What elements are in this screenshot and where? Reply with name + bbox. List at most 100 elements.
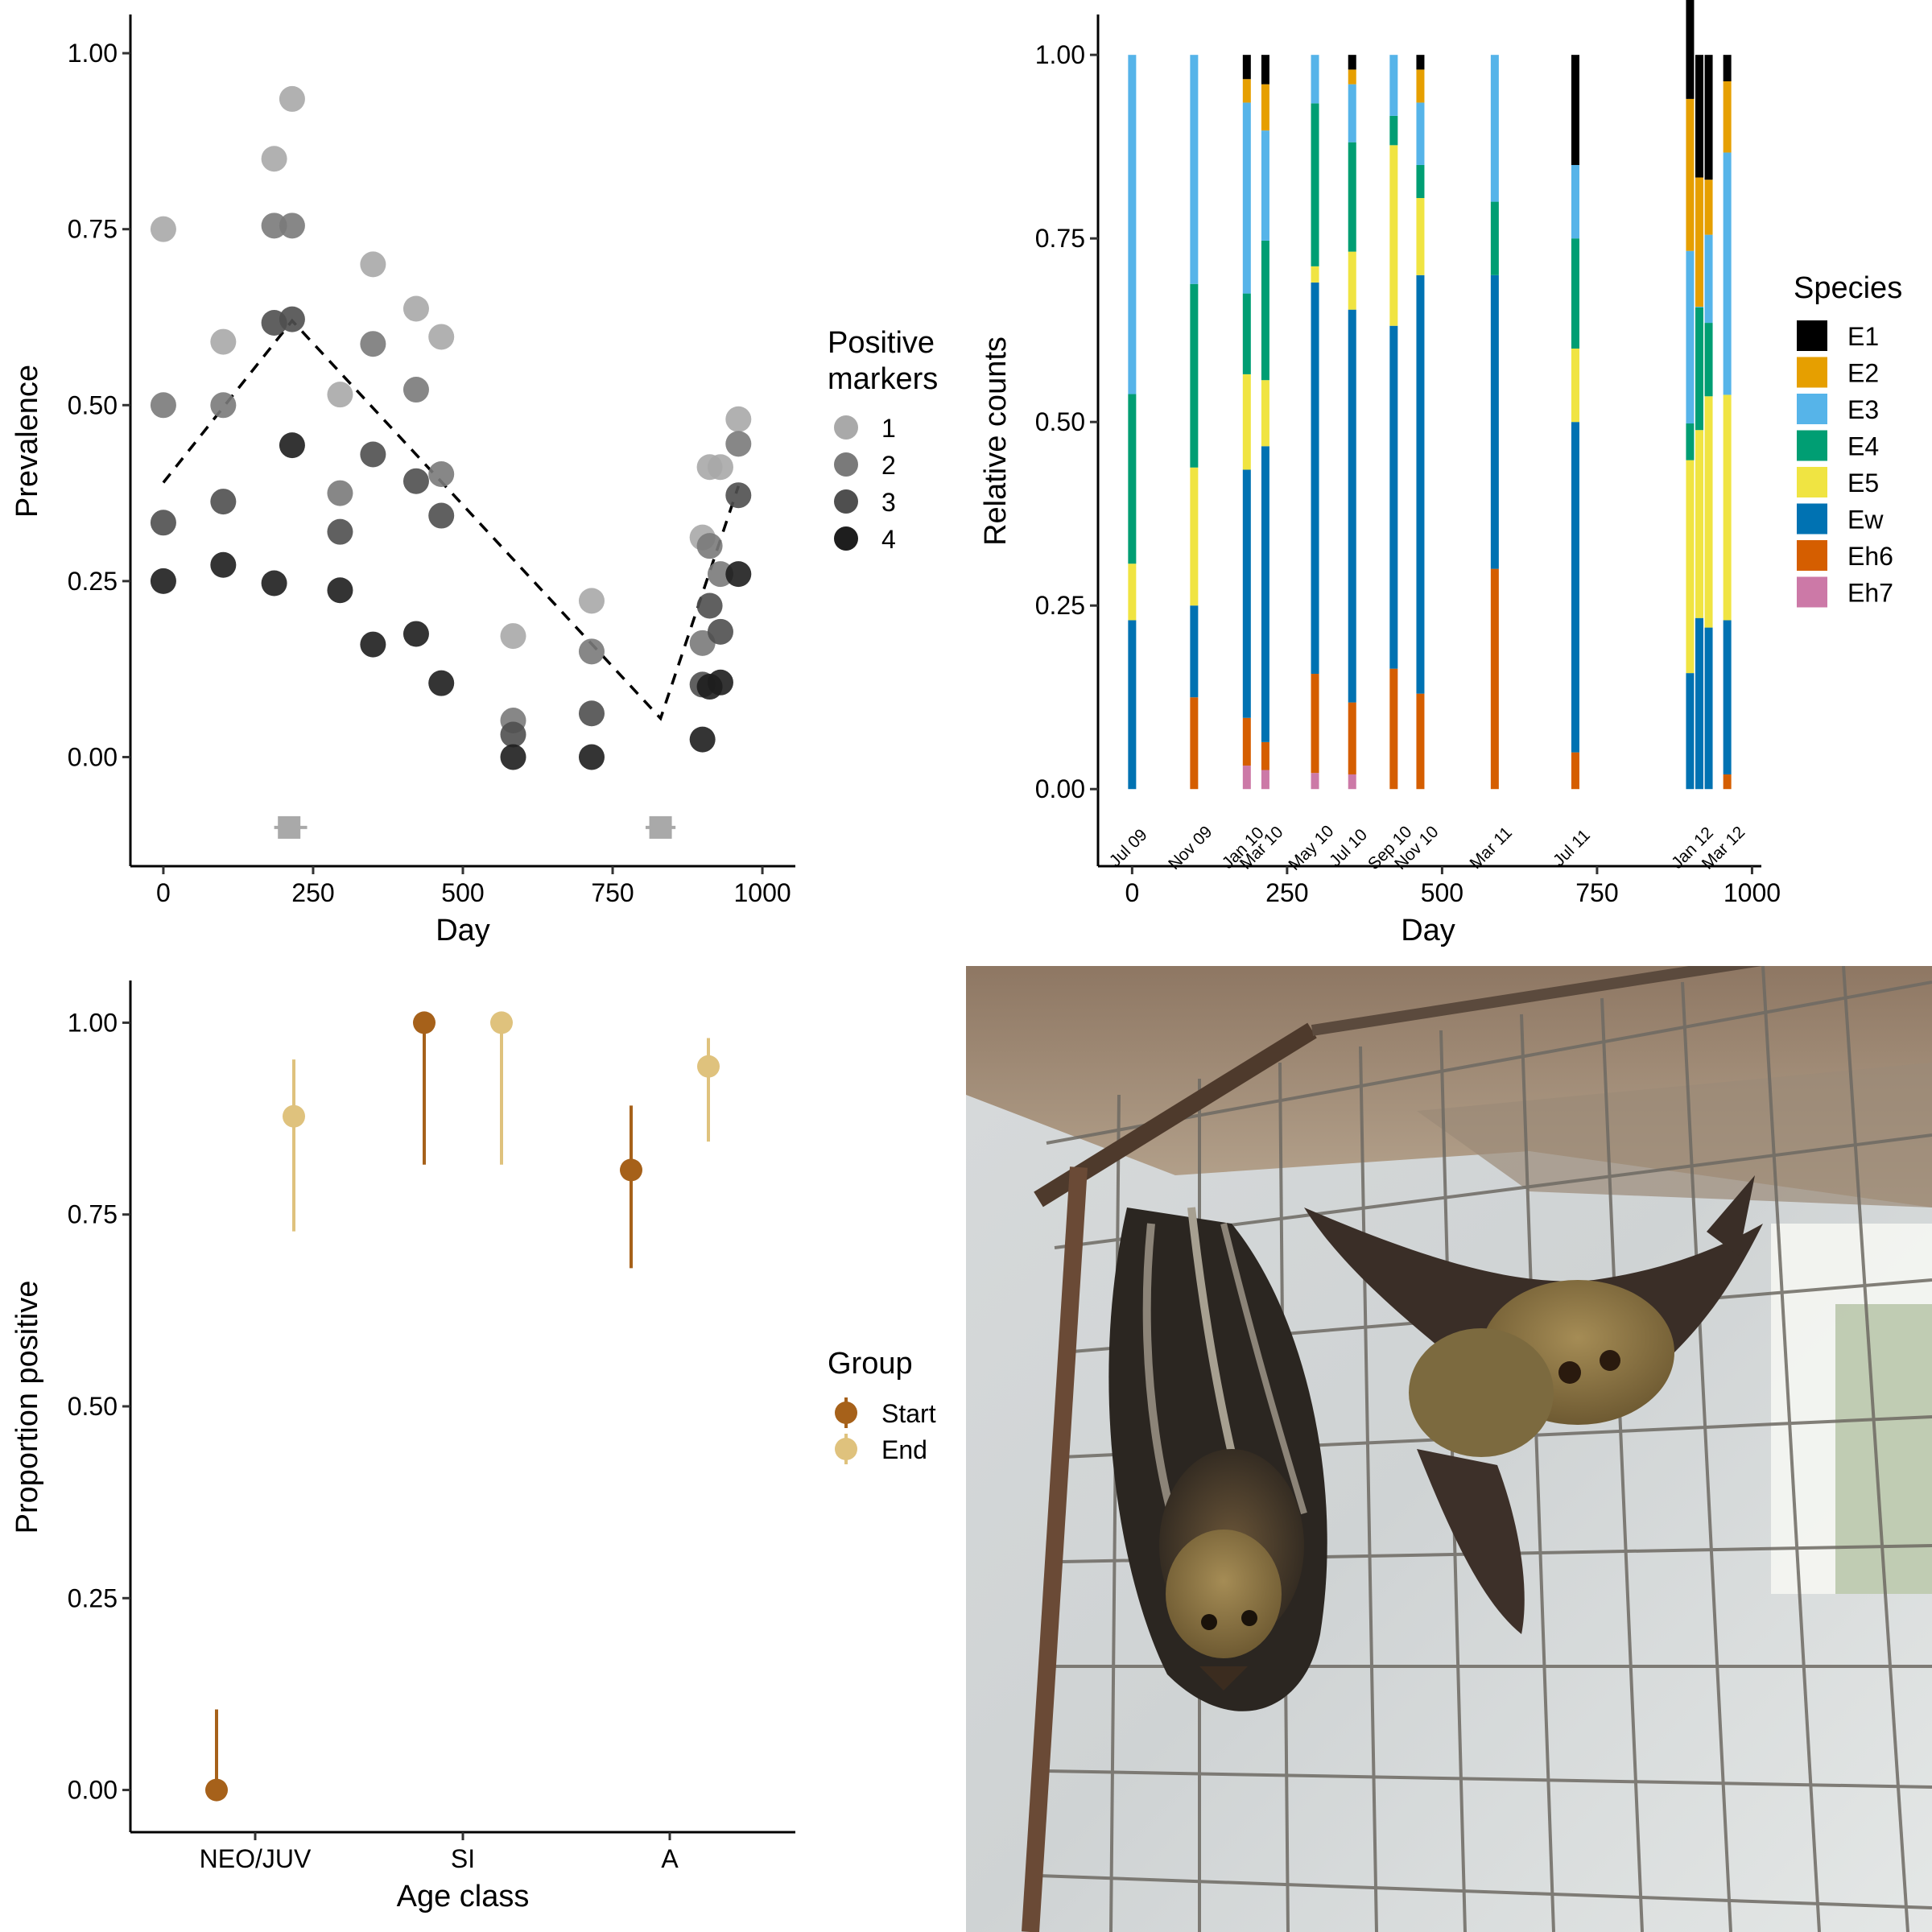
proportion-positive-y-tick-label: 1.00 bbox=[68, 1008, 118, 1037]
prevalence-point-markers-3 bbox=[578, 700, 605, 727]
pointrange-point-End bbox=[490, 1011, 513, 1034]
prevalence-point-markers-2 bbox=[150, 392, 176, 419]
pointrange-point-Start bbox=[413, 1011, 436, 1034]
bar-segment-E5 bbox=[1242, 374, 1251, 470]
bar-segment-E5 bbox=[1571, 348, 1579, 423]
proportion-positive-panel: 0.00 0.25 0.50 0.75 1.00 NEO/JUV SI A Age class… bbox=[10, 980, 936, 1913]
photo-cage-corner-post bbox=[1022, 1166, 1088, 1932]
bar-segment-E5 bbox=[1723, 394, 1732, 621]
bar-segment-E4 bbox=[1261, 240, 1269, 381]
prevalence-point-markers-1 bbox=[578, 588, 605, 614]
prevalence-point-markers-4 bbox=[725, 561, 752, 588]
bar-segment-Eh6 bbox=[1571, 752, 1579, 790]
prevalence-point-markers-4 bbox=[500, 744, 526, 770]
bar-segment-E3 bbox=[1695, 307, 1703, 308]
bar-segment-E3 bbox=[1261, 130, 1269, 241]
photo-cage-top-rail bbox=[1311, 966, 1762, 1036]
pointrange-point-End bbox=[283, 1104, 305, 1128]
bar-segment-E4 bbox=[1389, 115, 1398, 146]
prevalence-point-markers-3 bbox=[725, 482, 752, 509]
bar-segment-E3 bbox=[1311, 55, 1319, 104]
bar-segment-E4 bbox=[1490, 201, 1499, 275]
bar-segment-E1 bbox=[1571, 55, 1579, 165]
prevalence-plot-area bbox=[150, 85, 752, 839]
prevalence-point-markers-2 bbox=[402, 377, 429, 403]
proportion-positive-y-axis-title: Proportion positive bbox=[10, 1281, 44, 1534]
bar-segment-E1 bbox=[1695, 55, 1703, 178]
legend-key-3 bbox=[834, 489, 858, 514]
prevalence-point-markers-4 bbox=[707, 669, 733, 696]
bar-segment-E5 bbox=[1261, 380, 1269, 447]
bar-segment-E2 bbox=[1261, 84, 1269, 131]
group-legend-label-Start: Start bbox=[881, 1399, 936, 1428]
bar-segment-E1 bbox=[1704, 55, 1713, 180]
relative-counts-y-tick-label: 0.00 bbox=[1035, 774, 1085, 803]
species-legend-label-Eh6: Eh6 bbox=[1847, 542, 1893, 571]
prevalence-point-markers-1 bbox=[279, 85, 305, 112]
bar-segment-Ew bbox=[1348, 309, 1356, 703]
species-legend-label-E5: E5 bbox=[1847, 469, 1879, 497]
species-legend-key-E1 bbox=[1797, 320, 1827, 351]
bar-segment-Ew bbox=[1695, 617, 1703, 790]
prevalence-point-markers-4 bbox=[261, 570, 287, 597]
proportion-positive-y-tick-label: 0.75 bbox=[68, 1200, 118, 1229]
bar-segment-E4 bbox=[1704, 323, 1713, 397]
bar-segment-E5 bbox=[1686, 460, 1695, 674]
prevalence-point-markers-3 bbox=[327, 518, 353, 545]
species-legend-key-Eh7 bbox=[1797, 576, 1827, 608]
bar-segment-E5 bbox=[1128, 564, 1137, 621]
species-legend-label-E1: E1 bbox=[1847, 322, 1879, 351]
prevalence-x-tick-label: 500 bbox=[441, 878, 484, 907]
bar-segment-E3 bbox=[1704, 234, 1713, 324]
bar-segment-E4 bbox=[1686, 423, 1695, 460]
legend-label-4: 4 bbox=[881, 525, 896, 554]
prevalence-y-tick-label: 1.00 bbox=[68, 39, 118, 68]
prevalence-point-markers-2 bbox=[327, 480, 353, 506]
bar-segment-E3 bbox=[1389, 55, 1398, 116]
bat-left bbox=[1108, 1207, 1327, 1711]
bar-segment-Eh6 bbox=[1490, 568, 1499, 790]
photo-roof-beam bbox=[1417, 1063, 1932, 1208]
bar-segment-E2 bbox=[1416, 69, 1425, 103]
bar-segment-E5 bbox=[1416, 198, 1425, 275]
relative-counts-y-tick-label: 1.00 bbox=[1035, 40, 1085, 69]
bar-segment-Eh6 bbox=[1723, 774, 1732, 790]
prevalence-point-markers-4 bbox=[210, 551, 237, 578]
relative-counts-y-axis-title: Relative counts bbox=[979, 336, 1013, 546]
bar-segment-E3 bbox=[1128, 55, 1137, 394]
species-legend-label-E4: E4 bbox=[1847, 432, 1879, 461]
bar-segment-E5 bbox=[1311, 266, 1319, 283]
prevalence-x-tick-label: 0 bbox=[156, 878, 171, 907]
legend-key-2 bbox=[834, 452, 858, 477]
bar-segment-E2 bbox=[1723, 80, 1732, 153]
bar-segment-Eh6 bbox=[1348, 702, 1356, 774]
prevalence-y-tick-label: 0.00 bbox=[68, 742, 118, 771]
bar-segment-E1 bbox=[1348, 55, 1356, 70]
bar-segment-E5 bbox=[1704, 396, 1713, 628]
bar-segment-E2 bbox=[1686, 98, 1695, 251]
species-legend-key-E4 bbox=[1797, 430, 1827, 461]
group-legend-title: Group bbox=[828, 1347, 913, 1381]
prevalence-panel: 0.00 0.25 0.50 0.75 1.00 0 250 500 750 1000 Day P… bbox=[10, 14, 938, 947]
relative-counts-x-tick-label: 1000 bbox=[1724, 878, 1781, 907]
bar-segment-Eh6 bbox=[1190, 697, 1199, 790]
species-legend-label-Ew: Ew bbox=[1847, 506, 1884, 535]
relative-counts-x-tick-label: 750 bbox=[1575, 878, 1618, 907]
bar-segment-E1 bbox=[1261, 55, 1269, 85]
prevalence-point-markers-1 bbox=[500, 623, 526, 650]
bar-segment-E4 bbox=[1190, 283, 1199, 468]
prevalence-point-markers-3 bbox=[360, 441, 386, 468]
bar-segment-E4 bbox=[1695, 307, 1703, 431]
relative-counts-y-tick-label: 0.75 bbox=[1035, 224, 1085, 253]
species-legend-label-E3: E3 bbox=[1847, 395, 1879, 424]
bar-segment-Eh7 bbox=[1242, 766, 1251, 790]
prevalence-point-markers-3 bbox=[279, 306, 305, 332]
positive-markers-legend: Positive markers 1 2 3 4 bbox=[828, 326, 938, 554]
bar-segment-E3 bbox=[1416, 102, 1425, 165]
group-legend-label-End: End bbox=[881, 1435, 927, 1464]
bar-segment-E5 bbox=[1695, 430, 1703, 618]
bar-segment-E3 bbox=[1348, 84, 1356, 142]
bar-segment-E5 bbox=[1190, 467, 1199, 606]
